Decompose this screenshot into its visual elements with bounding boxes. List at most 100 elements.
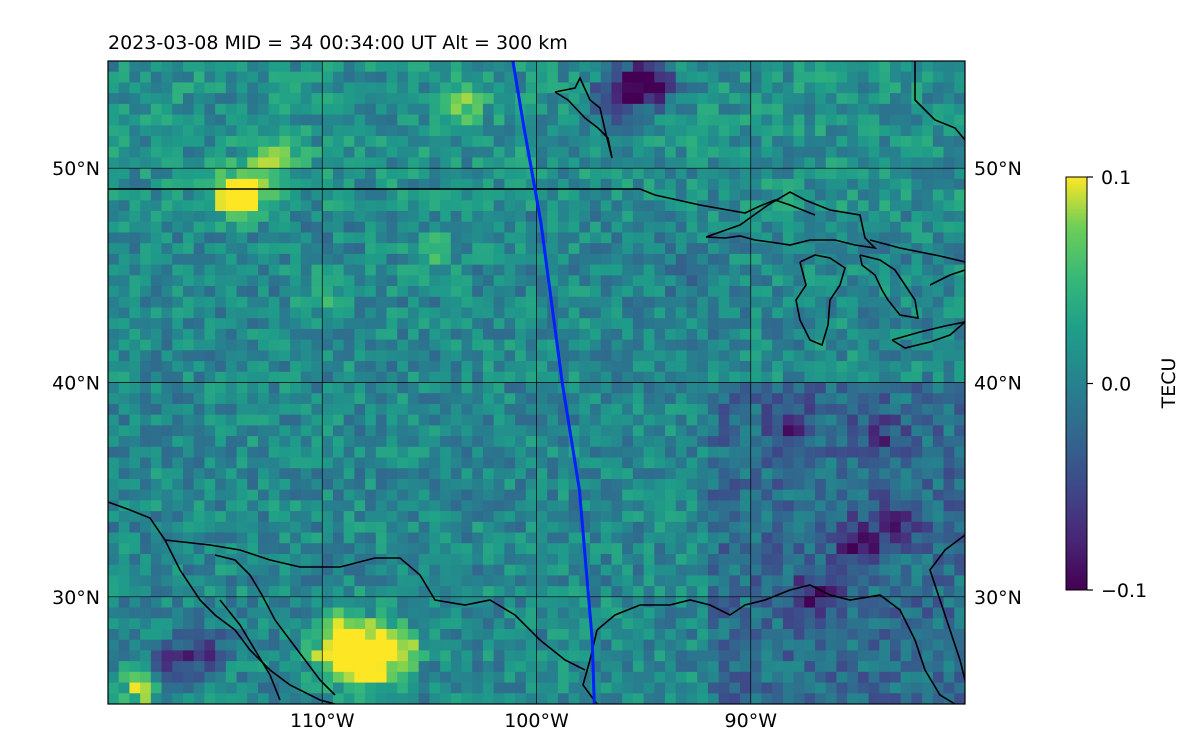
tec-cell: [193, 650, 206, 662]
tec-cell: [729, 232, 741, 244]
tec-cell: [697, 661, 709, 673]
tec-cell: [386, 243, 398, 255]
tec-cell: [332, 264, 345, 276]
tec-cell: [707, 157, 720, 169]
tec-cell: [900, 318, 913, 330]
tec-cell: [815, 478, 827, 491]
tec-cell: [707, 221, 720, 234]
tec-cell: [793, 157, 805, 169]
tec-cell: [386, 489, 398, 501]
tec-cell: [182, 318, 195, 330]
tec-cell: [654, 553, 666, 566]
tec-cell: [675, 371, 688, 384]
tec-cell: [247, 371, 259, 384]
tec-cell: [547, 682, 559, 694]
tec-cell: [354, 339, 366, 351]
tec-cell: [150, 350, 163, 362]
tec-cell: [386, 393, 398, 405]
tec-cell: [236, 82, 248, 94]
tec-cell: [118, 71, 131, 84]
tec-cell: [890, 489, 902, 501]
tec-cell: [300, 478, 313, 491]
tec-cell: [815, 628, 827, 641]
tec-cell: [236, 618, 248, 630]
tec-cell: [622, 618, 634, 630]
tec-cell: [718, 178, 730, 191]
tec-cell: [750, 532, 763, 544]
tec-cell: [622, 564, 634, 576]
tec-cell: [429, 425, 441, 437]
tec-cell: [493, 671, 505, 684]
tec-cell: [504, 671, 516, 684]
tec-cell: [932, 61, 945, 73]
tec-cell: [697, 382, 709, 394]
tec-cell: [257, 339, 270, 351]
tec-cell: [697, 403, 709, 416]
colorbar-label: TECU: [1158, 358, 1180, 410]
tec-cell: [557, 586, 570, 598]
tec-cell: [943, 136, 955, 148]
tec-cell: [461, 682, 473, 694]
tec-cell: [204, 628, 216, 641]
tec-cell: [568, 114, 580, 126]
tec-cell: [140, 93, 152, 105]
tec-cell: [761, 639, 773, 652]
tec-cell: [118, 511, 131, 523]
tec-cell: [772, 446, 784, 459]
tec-cell: [418, 682, 430, 694]
tec-cell: [418, 393, 430, 405]
tec-cell: [515, 232, 527, 244]
tec-cell: [954, 586, 965, 598]
tec-cell: [504, 521, 516, 534]
tec-cell: [879, 586, 891, 598]
tec-cell: [365, 436, 377, 448]
tec-cell: [407, 307, 420, 319]
tec-cell: [536, 71, 548, 84]
tec-cell: [525, 328, 538, 341]
tec-cell: [654, 114, 666, 126]
tec-cell: [815, 586, 827, 598]
tec-cell: [375, 103, 388, 116]
tec-cell: [332, 521, 345, 534]
tec-cell: [182, 553, 195, 566]
tec-cell: [943, 125, 955, 137]
tec-cell: [879, 618, 891, 630]
tec-cell: [440, 393, 452, 405]
tec-cell: [632, 511, 645, 523]
tec-cell: [461, 500, 473, 512]
tec-cell: [215, 425, 227, 437]
tec-cell: [686, 82, 698, 94]
tec-cell: [225, 468, 238, 480]
tec-cell: [707, 693, 720, 704]
tec-cell: [922, 607, 934, 619]
tec-cell: [354, 607, 366, 619]
tec-cell: [418, 564, 430, 576]
tec-cell: [825, 211, 838, 223]
tec-cell: [311, 328, 323, 341]
tec-cell: [108, 232, 120, 244]
tec-cell: [782, 693, 795, 704]
tec-cell: [782, 136, 795, 148]
tec-cell: [868, 178, 880, 191]
tec-cell: [547, 618, 559, 630]
tec-cell: [225, 521, 238, 534]
tec-cell: [150, 403, 163, 416]
tec-cell: [900, 607, 913, 619]
tec-cell: [182, 564, 195, 576]
tec-cell: [397, 350, 409, 362]
tec-cell: [182, 414, 195, 426]
tec-cell: [600, 436, 613, 448]
tec-cell: [354, 243, 366, 255]
tec-cell: [654, 125, 666, 137]
tec-cell: [525, 639, 538, 652]
tec-cell: [686, 371, 698, 384]
tec-cell: [547, 543, 559, 555]
tec-cell: [322, 114, 334, 126]
tec-cell: [815, 403, 827, 416]
tec-cell: [547, 596, 559, 609]
tec-cell: [879, 318, 891, 330]
tec-cell: [675, 286, 688, 298]
tec-cell: [686, 436, 698, 448]
tec-cell: [375, 264, 388, 276]
tec-cell: [429, 286, 441, 298]
